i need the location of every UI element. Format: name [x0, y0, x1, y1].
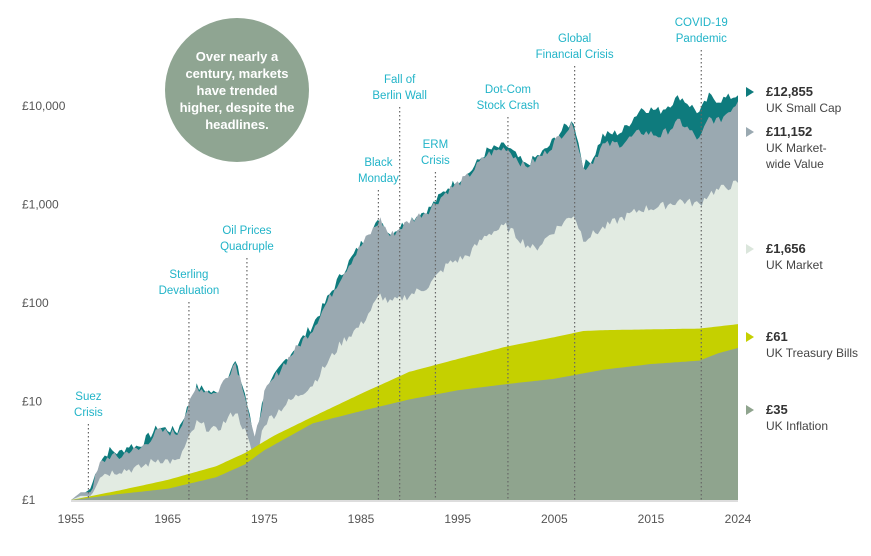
legend-item: £11,152 UK Market-wide Value — [746, 124, 862, 172]
x-tick-label: 1955 — [58, 512, 85, 526]
event-label: Monday — [358, 173, 399, 185]
event-label: COVID-19 — [675, 17, 728, 29]
legend-value: £1,656 — [766, 241, 806, 256]
x-tick-label: 2005 — [541, 512, 568, 526]
event-label: Sterling — [169, 269, 208, 281]
event-label: Crisis — [421, 155, 450, 167]
legend-value: £35 — [766, 402, 788, 417]
event-label: Quadruple — [220, 241, 274, 253]
legend-triangle-icon — [746, 405, 754, 415]
legend-triangle-icon — [746, 332, 754, 342]
legend-name: UK Inflation — [766, 419, 829, 433]
y-tick-label: £10 — [22, 395, 42, 409]
x-tick-label: 2015 — [638, 512, 665, 526]
area-uk-inflation — [71, 347, 738, 500]
event-label: Pandemic — [676, 33, 727, 45]
legend-item: £12,855 UK Small Cap — [746, 84, 862, 116]
y-tick-label: £1,000 — [22, 198, 59, 212]
event-label: Global — [558, 33, 591, 45]
legend-name: UK Market — [766, 258, 823, 272]
event-label: ERM — [423, 139, 449, 151]
x-tick-label: 1965 — [154, 512, 181, 526]
legend-triangle-icon — [746, 87, 754, 97]
legend-triangle-icon — [746, 127, 754, 137]
event-label: Fall of — [384, 74, 416, 86]
callout-text: Over nearly a century, markets have tren… — [179, 48, 295, 132]
x-tick-label: 1985 — [348, 512, 375, 526]
event-label: Suez — [75, 391, 101, 403]
event-label: Oil Prices — [222, 225, 271, 237]
event-label: Berlin Wall — [372, 90, 427, 102]
legend-value: £11,152 — [766, 124, 813, 139]
event-label: Financial Crisis — [536, 49, 614, 61]
event-label: Black — [364, 157, 392, 169]
event-label: Stock Crash — [477, 100, 540, 112]
legend-item: £35 UK Inflation — [746, 402, 862, 434]
x-tick-label: 1975 — [251, 512, 278, 526]
legend-item: £1,656 UK Market — [746, 241, 862, 273]
legend-value: £12,855 — [766, 84, 813, 99]
legend-item: £61 UK Treasury Bills — [746, 329, 862, 361]
y-tick-label: £10,000 — [22, 99, 66, 113]
legend-name: UK Treasury Bills — [766, 346, 859, 360]
y-tick-label: £100 — [22, 296, 49, 310]
event-label: Crisis — [74, 407, 103, 419]
event-label: Devaluation — [159, 285, 220, 297]
y-tick-label: £1 — [22, 493, 36, 507]
x-tick-label: 1995 — [444, 512, 471, 526]
legend-triangle-icon — [746, 244, 754, 254]
x-tick-label: 2024 — [725, 512, 752, 526]
event-label: Dot-Com — [485, 84, 531, 96]
callout-circle: Over nearly a century, markets have tren… — [165, 18, 309, 162]
legend-name: UK Small Cap — [766, 101, 842, 115]
legend-name: UK Market-wide Value — [766, 141, 827, 171]
legend-value: £61 — [766, 329, 788, 344]
